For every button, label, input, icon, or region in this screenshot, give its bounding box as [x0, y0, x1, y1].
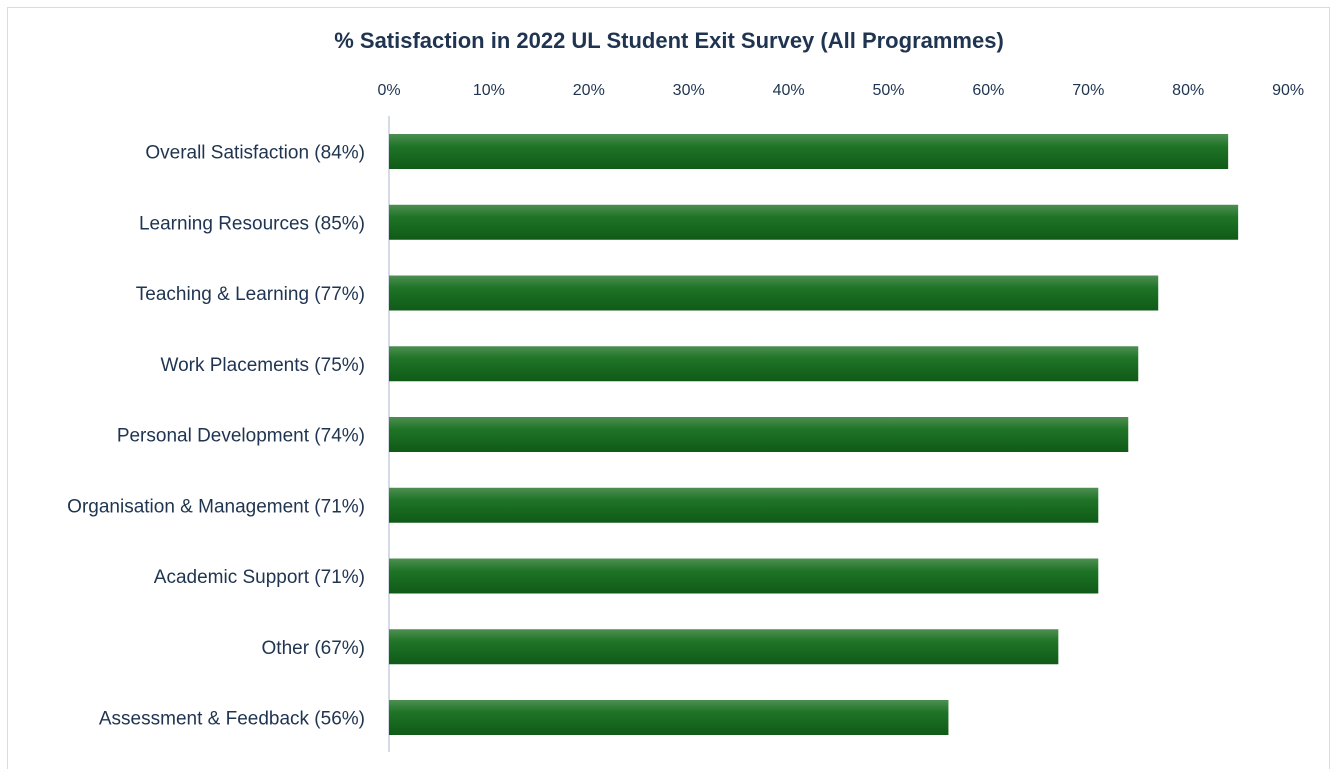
category-label: Organisation & Management (71%)	[67, 496, 365, 517]
category-label: Work Placements (75%)	[161, 355, 366, 376]
x-tick-label: 50%	[872, 82, 904, 99]
x-tick-label: 30%	[673, 82, 705, 99]
bars	[389, 134, 1239, 735]
bar	[389, 204, 1239, 240]
category-label: Other (67%)	[262, 638, 365, 659]
x-tick-label: 0%	[377, 82, 400, 99]
bar	[389, 629, 1059, 665]
x-tick-label: 60%	[972, 82, 1004, 99]
category-label: Teaching & Learning (77%)	[136, 284, 365, 305]
bar	[389, 417, 1129, 452]
bar	[389, 487, 1099, 523]
x-tick-label: 90%	[1272, 82, 1304, 99]
x-tick-label: 20%	[573, 82, 605, 99]
bar	[389, 275, 1159, 311]
category-label: Assessment & Feedback (56%)	[99, 709, 365, 730]
x-tick-label: 80%	[1172, 82, 1204, 99]
bar	[389, 558, 1099, 594]
bar	[389, 346, 1139, 382]
category-label: Personal Development (74%)	[117, 426, 365, 447]
x-axis-ticks: 0% 10% 20% 30% 40% 50% 60% 70% 80% 90%	[377, 82, 1304, 99]
category-label: Academic Support (71%)	[154, 567, 365, 588]
category-label: Learning Resources (85%)	[139, 213, 365, 234]
bar	[389, 134, 1229, 169]
category-labels: Overall Satisfaction (84%) Learning Resou…	[67, 143, 365, 730]
x-tick-label: 70%	[1072, 82, 1104, 99]
x-tick-label: 10%	[473, 82, 505, 99]
chart-title: % Satisfaction in 2022 UL Student Exit S…	[334, 28, 1004, 53]
x-tick-label: 40%	[773, 82, 805, 99]
category-label: Overall Satisfaction (84%)	[145, 143, 365, 164]
bar	[389, 700, 949, 735]
